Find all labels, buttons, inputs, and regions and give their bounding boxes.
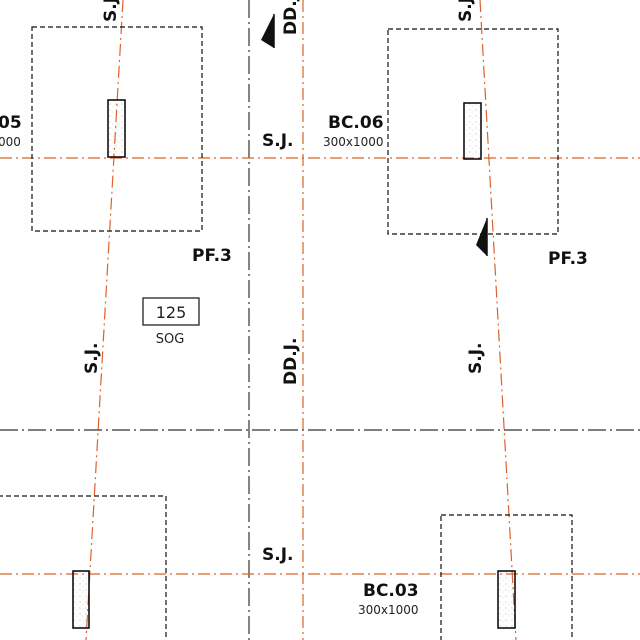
sj-label-top-right: S.J. (456, 0, 476, 22)
column-bc03 (497, 570, 516, 629)
column-size-bc03: 300x1000 (358, 603, 419, 617)
footing-label-pf3-right: PF.3 (548, 249, 588, 269)
sj-label-left-middle: S.J. (82, 343, 102, 375)
sj-label-center-bottom: S.J. (262, 545, 294, 565)
column-label-bc03: BC.03 (363, 581, 419, 601)
footing-outline-top-right (387, 28, 559, 235)
section-marker-top (261, 14, 274, 48)
footing-label-pf3-left: PF.3 (192, 246, 232, 266)
column-label-bc06: BC.06 (328, 113, 384, 133)
column-size-bc06: 300x1000 (323, 135, 384, 149)
sj-line-diagonal-right (479, 0, 517, 640)
footing-outline-top-left (31, 26, 203, 232)
slab-thickness: 125 (156, 303, 187, 322)
footing-outline-bottom-left (0, 495, 167, 640)
sj-label-right-middle: S.J. (466, 343, 486, 375)
column-bottom-left (72, 570, 90, 629)
column-bc06 (463, 102, 482, 160)
section-marker-right (476, 218, 487, 256)
column-bc05 (107, 99, 126, 158)
footing-outline-bottom-right (440, 514, 573, 640)
ddj-label-top: DD.J. (281, 0, 301, 35)
sj-line-diagonal-left (85, 0, 124, 640)
column-label-bc05: 05 (0, 113, 22, 133)
slab-type: SOG (156, 332, 185, 347)
sj-label-top-left: S.J. (101, 0, 121, 22)
slab-tag-box (142, 297, 200, 326)
sj-label-center-top: S.J. (262, 131, 294, 151)
ddj-label-middle: DD.J. (281, 338, 301, 385)
column-size-bc05: 000 (0, 135, 21, 149)
